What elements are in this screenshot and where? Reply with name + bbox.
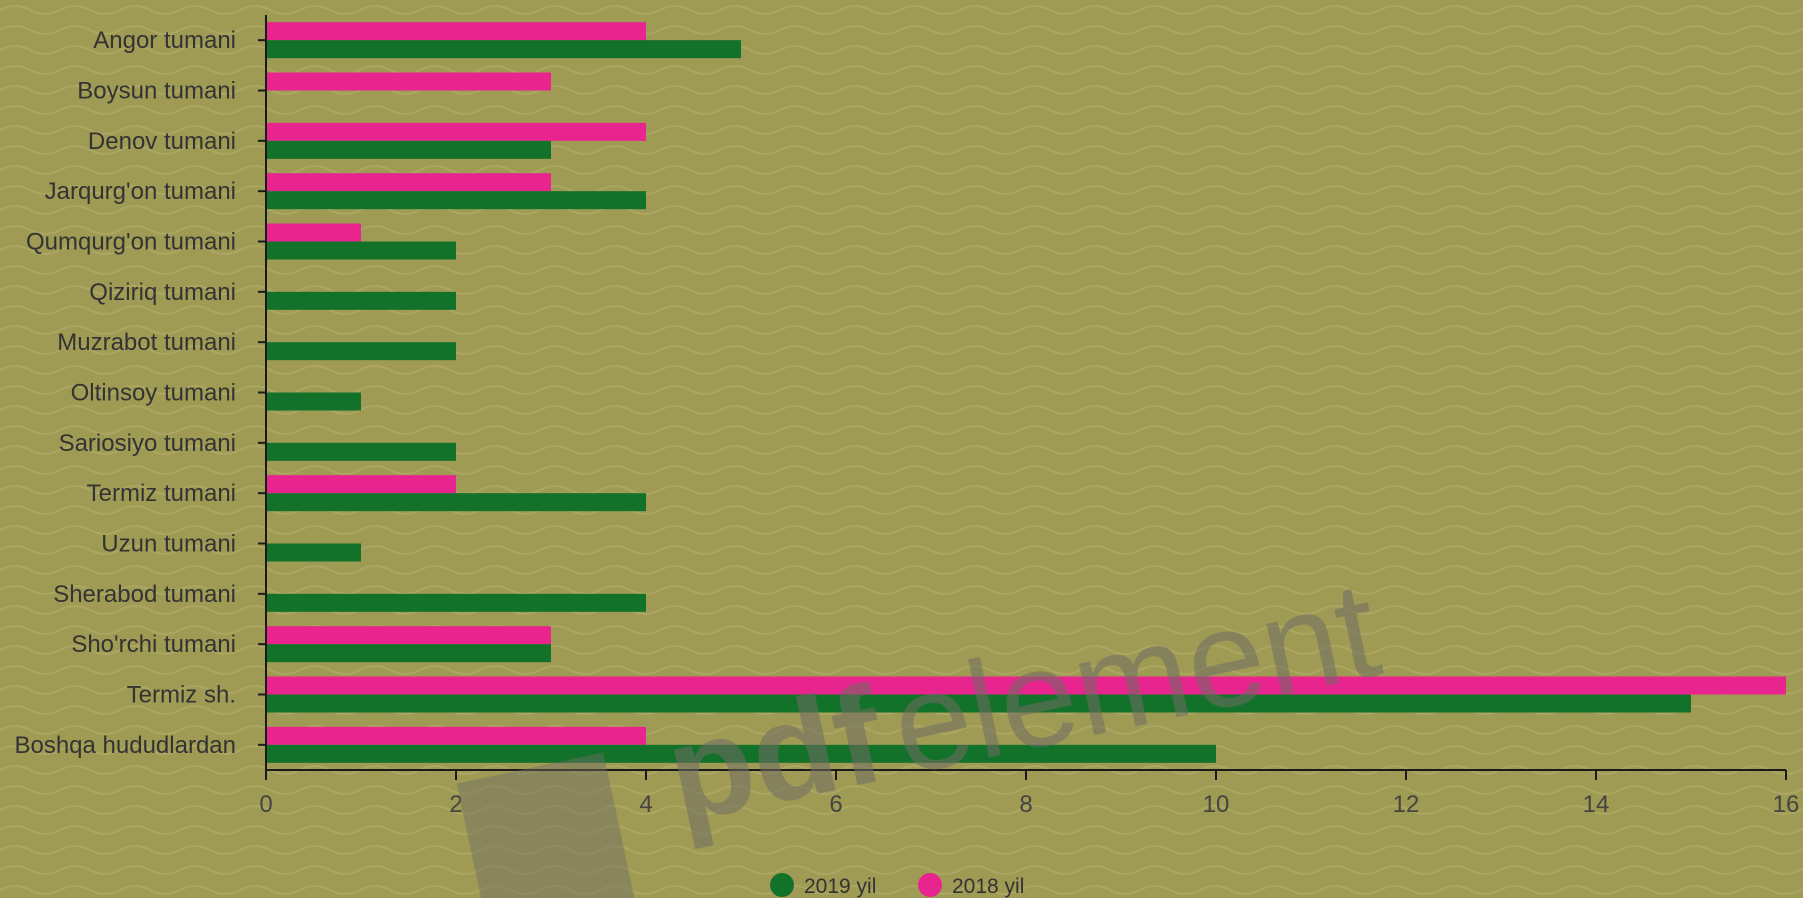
category-label: Sho'rchi tumani: [71, 631, 236, 658]
x-tick-label: 12: [1393, 791, 1420, 818]
pdfelement-logo-icon: [456, 752, 635, 898]
bar-2018-yil-13: [266, 676, 1786, 695]
x-tick-label: 0: [259, 791, 272, 818]
category-label: Muzrabot tumani: [57, 329, 236, 356]
bar-2018-yil-3: [266, 173, 551, 192]
category-labels: Angor tumani Boysun tumani Denov tumani Jar…: [14, 27, 236, 759]
bar-2019-yil-5: [266, 291, 456, 310]
x-tick-label: 8: [1019, 791, 1032, 818]
category-label: Sariosiyo tumani: [59, 430, 236, 457]
x-tick-label: 14: [1583, 791, 1610, 818]
bar-2019-yil-9: [266, 493, 646, 512]
bar-2019-yil-10: [266, 543, 361, 562]
category-label: Termiz tumani: [87, 480, 236, 507]
bar-2019-yil-3: [266, 191, 646, 210]
bar-2019-yil-8: [266, 442, 456, 461]
bar-2019-yil-11: [266, 593, 646, 612]
bar-2019-yil-2: [266, 140, 551, 159]
category-label: Jarqurg'on tumani: [45, 178, 236, 205]
bar-2019-yil-6: [266, 342, 456, 361]
legend-label: 2019 yil: [804, 875, 876, 898]
category-label: Qumqurg'on tumani: [26, 229, 236, 256]
bar-2019-yil-12: [266, 644, 551, 663]
category-label: Denov tumani: [88, 128, 236, 155]
category-label: Boysun tumani: [77, 78, 236, 105]
category-label: Qiziriq tumani: [89, 279, 236, 306]
bar-2019-yil-14: [266, 744, 1216, 763]
legend: 2019 yil 2018 yil: [770, 873, 1024, 898]
category-label: Sherabod tumani: [53, 581, 236, 608]
legend-swatch: [770, 873, 794, 897]
bar-2019-yil-0: [266, 40, 741, 59]
bar-2019-yil-7: [266, 392, 361, 411]
x-tick-label: 6: [829, 791, 842, 818]
category-label: Uzun tumani: [101, 531, 236, 558]
x-ticks: 0 2 4 6 8 10 12 14 16: [259, 770, 1799, 818]
x-tick-label: 16: [1773, 791, 1800, 818]
x-tick-label: 4: [639, 791, 652, 818]
bar-2018-yil-14: [266, 726, 646, 745]
bar-2018-yil-4: [266, 223, 361, 242]
bar-2018-yil-12: [266, 626, 551, 645]
category-label: Boshqa hududlardan: [14, 732, 236, 759]
category-label: Oltinsoy tumani: [71, 380, 236, 407]
legend-label: 2018 yil: [952, 875, 1024, 898]
bar-2018-yil-2: [266, 122, 646, 141]
bar-2018-yil-1: [266, 72, 551, 91]
bar-2019-yil-13: [266, 694, 1691, 713]
x-tick-label: 2: [449, 791, 462, 818]
bar-2019-yil-4: [266, 241, 456, 260]
category-label: Termiz sh.: [127, 682, 236, 709]
legend-swatch: [918, 873, 942, 897]
bar-2018-yil-9: [266, 475, 456, 494]
bar-2018-yil-0: [266, 22, 646, 41]
x-tick-label: 10: [1203, 791, 1230, 818]
category-label: Angor tumani: [93, 27, 236, 54]
bars-group: [266, 22, 1786, 763]
